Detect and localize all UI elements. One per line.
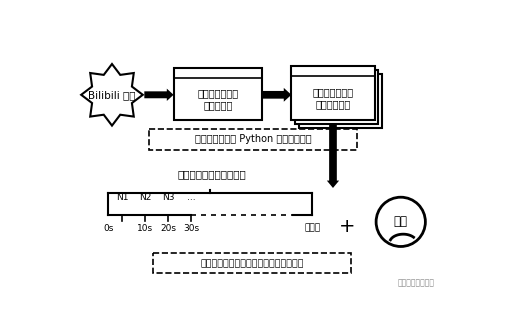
- Text: 30s: 30s: [183, 223, 199, 233]
- Text: N2: N2: [139, 194, 151, 202]
- Text: 20s: 20s: [160, 223, 176, 233]
- Text: N3: N3: [162, 194, 174, 202]
- Text: 数据获取（基于 Python 和爬虫技术）: 数据获取（基于 Python 和爬虫技术）: [195, 134, 311, 144]
- Bar: [295, 70, 378, 124]
- Polygon shape: [81, 64, 143, 126]
- Bar: [299, 74, 382, 128]
- Text: 数据预处理（基于弹幕数据和视频时长）: 数据预处理（基于弹幕数据和视频时长）: [200, 259, 304, 268]
- Text: ...: ...: [187, 194, 196, 202]
- Polygon shape: [327, 124, 339, 188]
- Bar: [292, 66, 375, 120]
- Text: 0s: 0s: [103, 223, 114, 233]
- FancyBboxPatch shape: [149, 129, 357, 150]
- Text: Bilibili 网站: Bilibili 网站: [88, 90, 136, 100]
- Text: N1: N1: [116, 194, 128, 202]
- Bar: [173, 68, 262, 120]
- Circle shape: [376, 197, 425, 246]
- Text: 等时间间隔弹幕数据分布: 等时间间隔弹幕数据分布: [178, 169, 247, 179]
- FancyBboxPatch shape: [153, 254, 351, 274]
- Text: 南开新传量化研究: 南开新传量化研究: [398, 278, 434, 287]
- Polygon shape: [262, 88, 292, 102]
- Polygon shape: [144, 89, 173, 101]
- Text: 视频: 视频: [394, 215, 408, 228]
- Text: 筛选视频列表，
获取弹幕数据: 筛选视频列表， 获取弹幕数据: [312, 88, 353, 109]
- Text: 总时长: 总时长: [304, 223, 320, 233]
- Text: 关键词搜索，获
取视频列表: 关键词搜索，获 取视频列表: [197, 88, 238, 110]
- Text: 10s: 10s: [137, 223, 153, 233]
- Text: +: +: [338, 217, 355, 236]
